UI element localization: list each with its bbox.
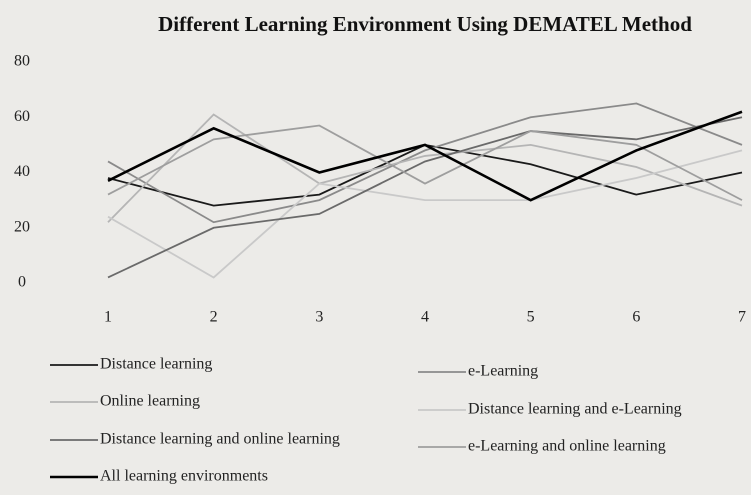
legend-label: e-Learning and online learning [468,438,666,455]
series-line [107,124,743,201]
series-line [107,116,743,279]
x-tick-label: 6 [632,309,640,326]
series-line [107,149,743,279]
legend-label: Distance learning and e-Learning [468,401,682,418]
legend-label: Distance learning [100,356,212,373]
y-tick-label: 60 [14,108,30,125]
series-line [107,113,743,223]
series-line [107,102,743,224]
chart-title: Different Learning Environment Using DEM… [158,12,692,36]
legend-label: Distance learning and online learning [100,431,340,448]
legend-label: All learning environments [100,468,268,485]
x-tick-label: 4 [421,309,429,326]
x-tick-label: 2 [210,309,218,326]
x-tick-label: 3 [315,309,323,326]
x-tick-label: 5 [527,309,535,326]
x-tick-label: 1 [104,309,112,326]
y-tick-label: 0 [18,274,26,291]
y-tick-label: 20 [14,218,30,235]
series-line [107,110,743,202]
x-tick-label: 7 [738,309,746,326]
legend-label: e-Learning [468,363,538,380]
legend-label: Online learning [100,393,200,410]
y-tick-label: 80 [14,53,30,70]
y-tick-label: 40 [14,163,30,180]
